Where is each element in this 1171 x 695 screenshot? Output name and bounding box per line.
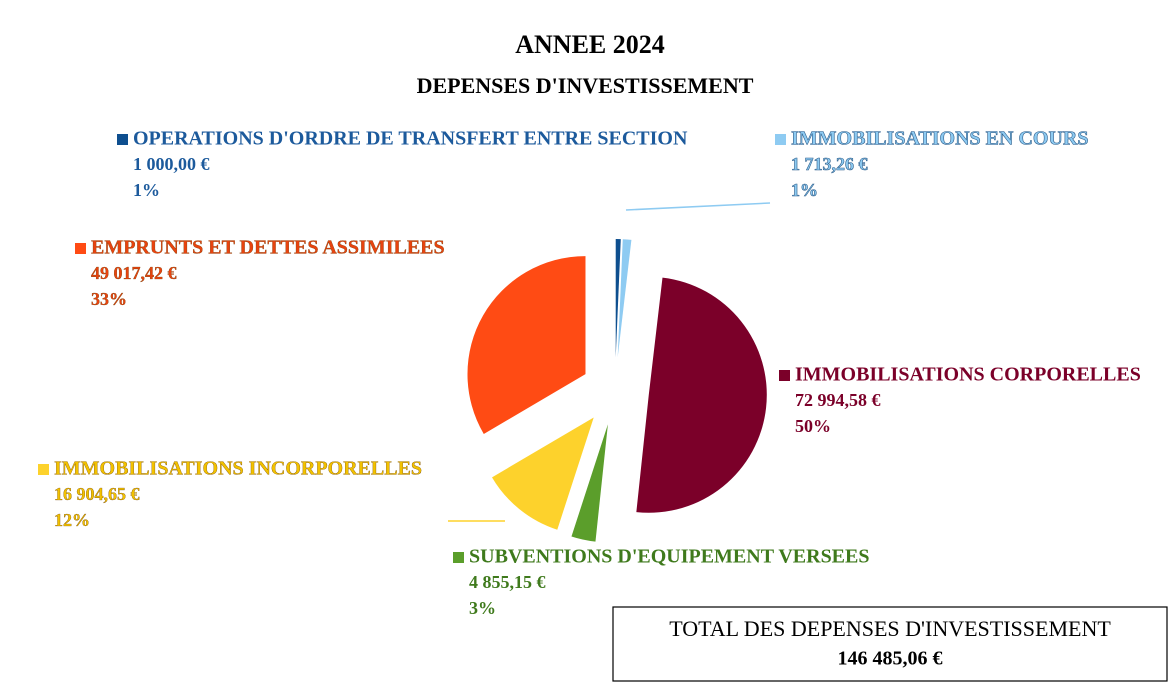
legend-marker — [38, 464, 49, 475]
data-label-name: EMPRUNTS ET DETTES ASSIMILEES — [91, 237, 445, 259]
pie-slice — [492, 417, 594, 530]
data-label-name: SUBVENTIONS D'EQUIPEMENT VERSEES — [469, 546, 870, 568]
legend-marker — [775, 134, 786, 145]
pie-slice — [636, 277, 767, 513]
data-label-value: 1 000,00 € — [133, 154, 210, 174]
data-label-value: 4 855,15 € — [469, 572, 546, 592]
legend-marker — [779, 370, 790, 381]
data-label-percent: 1% — [791, 180, 818, 200]
data-label-percent: 12% — [54, 510, 90, 530]
pie-slice — [615, 239, 621, 358]
total-value: 146 485,06 € — [838, 648, 943, 670]
legend-marker — [117, 134, 128, 145]
data-label-percent: 50% — [795, 416, 831, 436]
data-label-value: 16 904,65 € — [54, 484, 140, 504]
data-label-name: IMMOBILISATIONS EN COURS — [791, 128, 1088, 150]
data-label-percent: 3% — [469, 598, 496, 618]
legend-marker — [75, 243, 86, 254]
pie-slice — [617, 239, 632, 358]
chart-title: ANNEE 2024 — [515, 30, 665, 59]
legend-marker — [453, 552, 464, 563]
pie-slice — [571, 424, 608, 542]
leader-line — [625, 202, 771, 211]
data-label-name: OPERATIONS D'ORDRE DE TRANSFERT ENTRE SE… — [133, 128, 688, 150]
chart-subtitle: DEPENSES D'INVESTISSEMENT — [417, 73, 754, 98]
data-label-name: IMMOBILISATIONS INCORPORELLES — [54, 458, 422, 480]
data-label-percent: 33% — [91, 289, 127, 309]
data-label-value: 1 713,26 € — [791, 154, 868, 174]
total-box — [612, 606, 1168, 682]
data-label-value: 49 017,42 € — [91, 263, 177, 283]
data-label-percent: 1% — [133, 180, 160, 200]
total-label: TOTAL DES DEPENSES D'INVESTISSEMENT — [669, 616, 1111, 641]
data-label-value: 72 994,58 € — [795, 390, 881, 410]
pie-slice — [467, 256, 586, 434]
data-label-name: IMMOBILISATIONS CORPORELLES — [795, 364, 1141, 386]
